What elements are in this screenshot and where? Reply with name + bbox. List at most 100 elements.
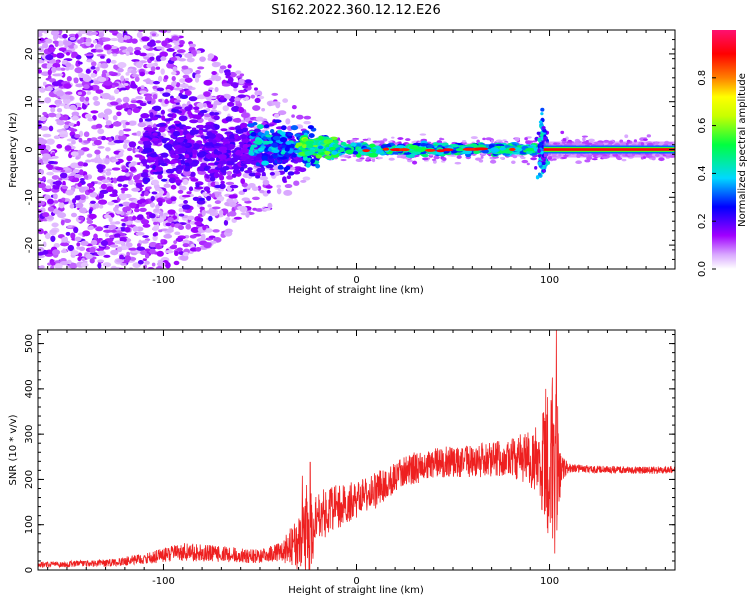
spectral-blob: [195, 246, 202, 252]
spectral-blob: [252, 207, 257, 211]
spectral-blob: [225, 181, 235, 186]
spectral-blob: [419, 143, 428, 147]
spectral-blob: [254, 97, 261, 104]
spectral-blob: [277, 164, 284, 170]
spectral-blob: [188, 186, 194, 192]
spectral-blob: [123, 34, 128, 41]
spectral-blob: [161, 115, 166, 121]
spectral-blob: [88, 208, 93, 215]
spectral-blob: [194, 221, 203, 226]
spectral-blob: [128, 141, 137, 148]
spectral-blob: [110, 37, 119, 42]
spectral-blob: [54, 263, 63, 269]
spectral-blob: [170, 56, 178, 62]
spectral-blob: [254, 139, 263, 145]
spectral-blob: [42, 153, 51, 158]
spectral-blob: [536, 131, 541, 136]
spectral-blob: [182, 74, 190, 79]
spectral-blob: [58, 116, 67, 121]
spectral-blob: [305, 162, 311, 168]
spectral-blob: [537, 172, 542, 177]
spectral-blob: [207, 57, 212, 61]
spectral-blob: [83, 174, 89, 180]
spectral-blob: [86, 183, 94, 188]
spectral-blob: [44, 97, 52, 104]
spectral-blob: [352, 150, 359, 155]
spectral-blob: [63, 40, 73, 46]
spectral-blob: [153, 208, 160, 212]
spectral-blob: [295, 142, 303, 147]
spectral-blob: [412, 160, 418, 165]
colorbar-label: Normalized spectral amplitude: [737, 73, 748, 227]
spectral-blob: [82, 162, 89, 167]
spectral-blob: [45, 30, 46, 31]
spectral-blob: [624, 134, 629, 139]
spectral-blob: [122, 139, 131, 144]
spectral-blob: [540, 112, 544, 116]
spectral-blob: [51, 152, 56, 155]
spectral-blob: [186, 191, 192, 195]
spectral-blob: [257, 131, 263, 137]
spectral-blob: [69, 203, 75, 209]
spectral-blob: [107, 201, 115, 206]
spectral-blob: [200, 135, 206, 139]
spectral-blob: [238, 78, 245, 85]
spectral-blob: [535, 175, 540, 180]
spectral-blob: [76, 149, 85, 156]
spectral-blob: [59, 134, 68, 138]
spectral-blob: [332, 143, 339, 148]
spectral-blob: [144, 253, 150, 259]
spectral-blob: [206, 190, 211, 194]
spectral-blob: [69, 262, 78, 269]
spectral-blob: [149, 153, 158, 158]
spectral-blob: [60, 67, 66, 71]
spectral-blob: [184, 162, 190, 166]
spectral-blob: [203, 242, 211, 249]
spectral-blob: [174, 179, 183, 184]
spectral-blob: [80, 177, 85, 182]
spectral-blob: [588, 138, 595, 142]
spectral-blob: [71, 115, 79, 121]
spectral-blob: [226, 170, 233, 175]
spectral-blob: [485, 137, 493, 141]
spectral-blob: [75, 83, 84, 88]
spectral-blob: [304, 151, 313, 156]
spectral-blob: [203, 124, 213, 130]
spectral-blob: [152, 85, 158, 90]
spectral-blob: [228, 143, 235, 150]
spectral-blob: [231, 173, 237, 178]
spectral-blob: [475, 157, 482, 161]
spectral-blob: [135, 99, 144, 104]
spectral-blob: [103, 44, 112, 50]
spectral-blob: [156, 250, 164, 257]
spectral-blob: [123, 143, 128, 149]
spectral-blob: [195, 69, 201, 75]
spectral-blob: [151, 137, 160, 142]
spectral-blob: [439, 137, 443, 141]
spectral-blob: [326, 139, 334, 144]
spectral-blob: [182, 251, 189, 257]
spectral-blob: [169, 139, 174, 144]
spectral-blob: [41, 42, 49, 49]
spectral-blob: [256, 124, 264, 130]
spectral-blob: [100, 269, 107, 274]
spectral-blob: [542, 169, 546, 173]
spectral-blob: [159, 51, 169, 58]
spectral-blob: [65, 231, 71, 236]
spectral-blob: [290, 143, 295, 148]
spectral-blob: [230, 157, 239, 163]
spectral-blob: [130, 69, 137, 75]
spectral-blob: [75, 54, 82, 60]
spectral-blob: [84, 113, 92, 119]
spectral-blob: [176, 95, 181, 101]
spectral-blob: [92, 96, 99, 101]
spectral-blob: [47, 198, 54, 205]
spectral-blob: [78, 169, 84, 176]
spectral-blob: [44, 194, 51, 201]
spectral-blob: [95, 202, 100, 209]
spectral-blob: [197, 170, 207, 175]
spectral-blob: [156, 87, 165, 92]
spectral-blob: [482, 137, 486, 141]
spectral-blob: [50, 107, 56, 113]
spectral-blob: [397, 137, 404, 140]
